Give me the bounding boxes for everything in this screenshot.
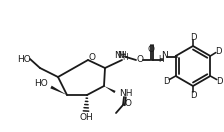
Polygon shape bbox=[50, 86, 67, 95]
Text: D: D bbox=[216, 77, 223, 86]
Polygon shape bbox=[104, 86, 116, 93]
Text: O: O bbox=[136, 55, 144, 63]
Text: D: D bbox=[164, 77, 170, 86]
Text: HO: HO bbox=[34, 79, 48, 88]
Text: H: H bbox=[158, 55, 164, 63]
Text: O: O bbox=[147, 46, 155, 55]
Text: D: D bbox=[190, 91, 196, 100]
Text: D: D bbox=[190, 32, 196, 41]
Text: D: D bbox=[215, 46, 222, 55]
Text: NH: NH bbox=[119, 89, 133, 98]
Text: N: N bbox=[162, 51, 168, 60]
Text: H: H bbox=[120, 51, 126, 60]
Text: OH: OH bbox=[79, 114, 93, 122]
Text: N: N bbox=[114, 51, 121, 60]
Text: N: N bbox=[118, 51, 124, 60]
Text: O: O bbox=[88, 53, 95, 62]
Text: O: O bbox=[125, 100, 131, 109]
Text: H: H bbox=[122, 53, 128, 62]
Text: HO: HO bbox=[17, 55, 31, 63]
